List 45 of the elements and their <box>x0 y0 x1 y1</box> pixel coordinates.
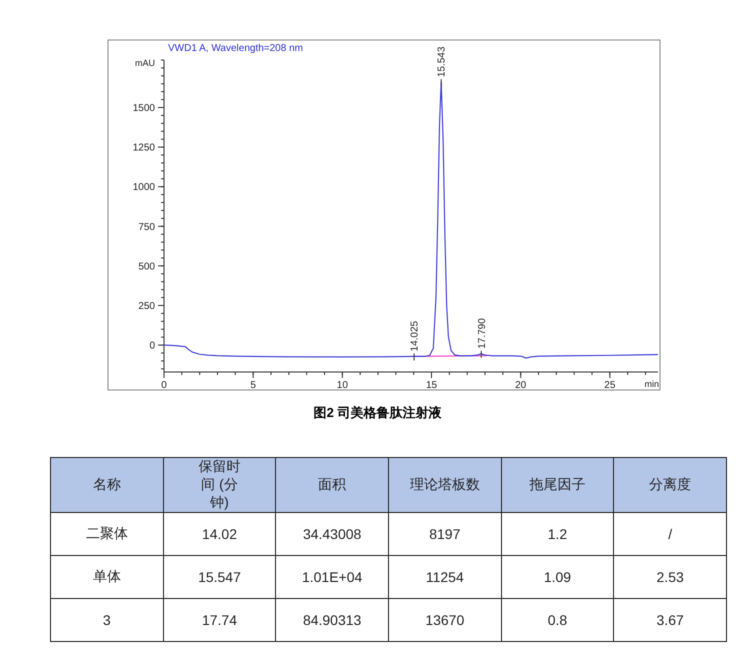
x-tick-label: 0 <box>161 380 168 391</box>
category-label: 名称 <box>50 458 164 512</box>
text: 14.02 <box>163 512 276 556</box>
x-tick-label: 20 <box>515 380 527 391</box>
text: 15.547 <box>163 556 276 598</box>
x-tick-label: 25 <box>604 380 616 391</box>
category-label: 保留时间 (分钟) <box>163 458 276 512</box>
category-label: 面积 <box>276 458 388 512</box>
text: 二聚体 <box>50 512 164 556</box>
line-series <box>163 82 659 359</box>
x-tick-label: 10 <box>336 380 348 391</box>
x-tick-label: 5 <box>250 380 256 391</box>
category-label: 理论塔板数 <box>388 458 502 512</box>
annotation: 17.790 <box>476 318 488 349</box>
text: 1.01E+04 <box>276 556 388 598</box>
text: 17.74 <box>163 598 276 642</box>
text: 8197 <box>388 512 502 556</box>
text: 13670 <box>388 598 502 642</box>
text: 84.90313 <box>276 598 388 642</box>
annotation: 15.543 <box>436 46 448 78</box>
x-axis-title: min <box>644 379 659 389</box>
y-tick-label: 1000 <box>132 182 156 194</box>
chart-title: VWD1 A, Wavelength=208 nm <box>168 43 303 54</box>
text: 0.8 <box>501 598 614 642</box>
text: 1.09 <box>501 556 614 598</box>
text: 2.53 <box>614 556 726 598</box>
y-axis-title: mAU <box>135 58 155 68</box>
y-tick-label: 1500 <box>132 103 156 114</box>
y-tick-label: 500 <box>138 261 156 272</box>
y-tick-label: 250 <box>138 300 156 312</box>
x-tick-label: 15 <box>426 380 438 391</box>
text: 3 <box>50 598 164 642</box>
y-tick-label: 1250 <box>132 142 156 154</box>
text: 11254 <box>388 556 502 598</box>
caption: 图2 司美格鲁肽注射液 <box>312 404 442 422</box>
y-tick-label: 750 <box>138 222 156 233</box>
text: 单体 <box>50 556 164 598</box>
y-tick-label: 0 <box>149 340 156 352</box>
annotation: 14.025 <box>410 320 421 352</box>
category-label: 分离度 <box>614 458 726 512</box>
text: 34.43008 <box>276 512 388 556</box>
text: 3.67 <box>614 598 726 642</box>
text: / <box>614 512 726 556</box>
text: 1.2 <box>501 512 614 556</box>
category-label: 拖尾因子 <box>501 458 614 512</box>
